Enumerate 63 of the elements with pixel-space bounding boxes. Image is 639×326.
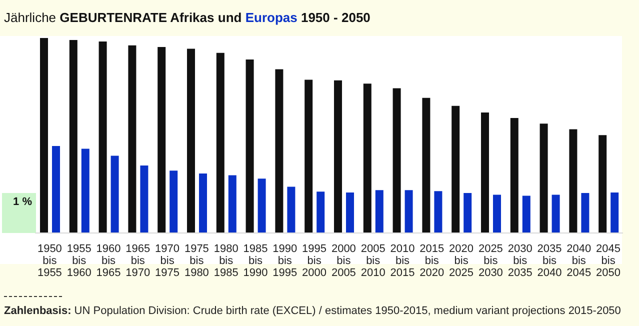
x-tick-label: 1960 bis 1965 bbox=[96, 243, 121, 279]
bar bbox=[69, 40, 78, 233]
x-tick-label: 1970 bis 1975 bbox=[155, 243, 180, 279]
bar bbox=[581, 193, 590, 233]
bar bbox=[199, 174, 207, 233]
x-tick-label: 2045 bis 2050 bbox=[596, 243, 621, 279]
bar bbox=[422, 98, 430, 233]
bar bbox=[304, 80, 313, 233]
x-tick-label: 2035 bis 2040 bbox=[537, 243, 562, 279]
bar bbox=[493, 194, 501, 233]
bar bbox=[522, 196, 530, 233]
bar bbox=[258, 178, 266, 233]
x-tick-label: 1950 bis 1955 bbox=[37, 243, 62, 279]
x-tick-label: 1990 bis 1995 bbox=[272, 243, 298, 279]
bar bbox=[52, 146, 60, 233]
bar bbox=[598, 135, 607, 233]
bar bbox=[375, 190, 384, 233]
bar bbox=[481, 112, 489, 233]
x-tick-label: 1975 bis 1980 bbox=[184, 243, 209, 279]
x-tick-label: 1995 bis 2000 bbox=[302, 243, 327, 279]
text: 1 % bbox=[13, 196, 32, 208]
x-tick-label: 2025 bis 2030 bbox=[478, 243, 503, 279]
bar bbox=[404, 190, 413, 233]
x-tick-label: 2030 bis 2035 bbox=[508, 243, 532, 279]
bar bbox=[510, 118, 518, 233]
x-tick-label: 1985 bis 1990 bbox=[243, 243, 268, 279]
bar bbox=[110, 156, 119, 233]
bar bbox=[216, 52, 224, 233]
bar bbox=[334, 80, 342, 233]
bar bbox=[452, 106, 460, 233]
bar bbox=[392, 88, 401, 233]
bar bbox=[434, 191, 442, 233]
bar bbox=[246, 59, 254, 233]
bar bbox=[158, 46, 166, 233]
x-tick-label: 2010 bis 2015 bbox=[390, 243, 415, 279]
bar bbox=[569, 129, 578, 233]
bar bbox=[287, 186, 296, 233]
bar bbox=[140, 166, 148, 233]
bar bbox=[552, 194, 560, 233]
x-tick-label: 2040 bis 2045 bbox=[566, 243, 592, 279]
x-tick-label: 1955 bis 1960 bbox=[66, 243, 92, 279]
bar bbox=[610, 192, 619, 233]
x-tick-label: 2020 bis 2025 bbox=[449, 243, 474, 279]
x-tick-label: 2005 bis 2010 bbox=[360, 243, 386, 279]
bar bbox=[275, 69, 284, 233]
x-tick-label: 2000 bis 2005 bbox=[331, 243, 356, 279]
bar bbox=[128, 45, 136, 233]
bar bbox=[170, 170, 178, 233]
x-tick-label: 1980 bis 1985 bbox=[214, 243, 238, 279]
bar bbox=[187, 48, 195, 233]
bar bbox=[40, 38, 48, 233]
bar bbox=[464, 193, 472, 233]
bar bbox=[316, 192, 325, 233]
bar bbox=[363, 84, 372, 233]
bar bbox=[98, 42, 107, 233]
bar bbox=[228, 175, 236, 233]
x-tick-label: 1965 bis 1970 bbox=[126, 243, 150, 279]
text: Zahlenbasis: UN Population Division: Crude birth rate (EXCEL) / estimates 1950-2015, medium variant projections 2015-2050 bbox=[4, 305, 621, 317]
bar bbox=[346, 192, 354, 233]
x-tick-label: 2015 bis 2020 bbox=[420, 243, 444, 279]
bar bbox=[540, 124, 548, 233]
bar bbox=[81, 148, 90, 233]
chart-title: Jährliche GEBURTENRATE Afrikas und Europas 1950 - 2050 bbox=[4, 10, 370, 25]
